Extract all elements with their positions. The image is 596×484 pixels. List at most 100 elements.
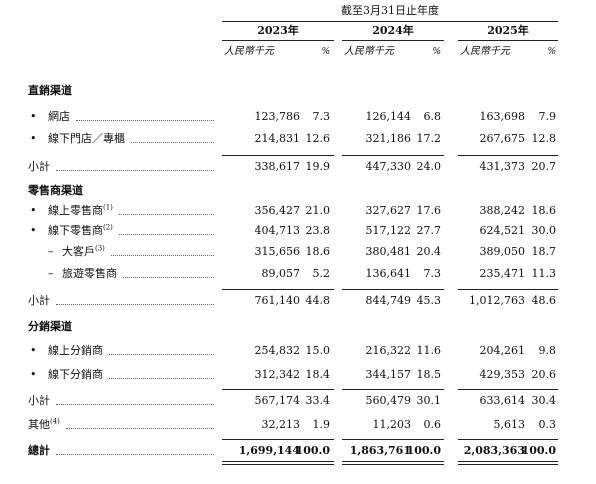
subtotal-rule	[222, 289, 334, 290]
amount-cell: 356,427	[254, 204, 301, 217]
dot-leader	[131, 142, 214, 143]
row-label: 大客戶(3)	[62, 245, 105, 259]
amount-cell: 1,012,763	[469, 294, 525, 307]
total-rule-top	[342, 439, 444, 440]
total-rule-top	[222, 439, 334, 440]
percent-cell: 9.8	[538, 344, 557, 357]
amount-cell: 235,471	[479, 267, 526, 280]
percent-cell: 18.6	[305, 245, 331, 258]
row-label-text: 旅遊零售商	[62, 267, 117, 280]
subtotal-label: 小計	[28, 394, 50, 408]
amount-cell: 844,749	[365, 294, 412, 307]
amount-cell: 344,157	[365, 368, 412, 381]
percent-cell: 7.3	[423, 267, 442, 280]
row-label: 線下門店／專櫃	[48, 132, 125, 146]
amount-cell: 321,186	[365, 132, 412, 145]
percent-cell: 33.4	[305, 394, 331, 407]
total-rule-double	[222, 461, 334, 465]
amount-cell: 126,144	[365, 110, 412, 123]
amount-cell: 204,261	[479, 344, 526, 357]
footnote-marker: (2)	[103, 223, 113, 232]
dot-leader	[56, 404, 214, 405]
subtotal-rule	[458, 155, 558, 156]
percent-cell: 6.8	[423, 110, 442, 123]
subtotal-rule	[342, 289, 444, 290]
total-label-text: 總計	[28, 444, 50, 457]
percent-cell: 17.2	[416, 132, 442, 145]
other-label-text: 其他	[28, 418, 50, 431]
amount-cell: 388,242	[479, 204, 526, 217]
row-label: 線下分銷商	[48, 368, 103, 382]
year-underline	[458, 40, 558, 41]
amount-cell: 633,614	[479, 394, 526, 407]
amount-cell: 267,675	[479, 132, 526, 145]
percent-cell: 11.6	[416, 344, 442, 357]
subtotal-rule	[458, 289, 558, 290]
subtotal-rule	[222, 155, 334, 156]
amount-cell: 517,122	[365, 224, 412, 237]
percent-cell: 18.4	[305, 368, 331, 381]
amount-cell: 2,083,363	[463, 444, 525, 457]
percent-cell: 1.9	[312, 418, 331, 431]
header-rule-top	[222, 21, 558, 22]
section-title: 直銷渠道	[28, 84, 72, 97]
dot-leader	[119, 214, 214, 215]
row-label: 線上零售商(1)	[48, 204, 113, 218]
amount-cell: 404,713	[254, 224, 301, 237]
amount-cell: 89,057	[261, 267, 301, 280]
percent-cell: 20.7	[531, 160, 557, 173]
row-label-text: 線上分銷商	[48, 344, 103, 357]
total-rule-top	[458, 439, 558, 440]
percent-cell: 12.6	[305, 132, 331, 145]
amount-cell: 327,627	[365, 204, 412, 217]
year-heading: 2023年	[257, 24, 299, 37]
dash-marker: –	[48, 267, 54, 280]
percent-cell: 21.0	[305, 204, 331, 217]
row-label: 網店	[48, 110, 70, 124]
amount-cell: 431,373	[479, 160, 526, 173]
percent-cell: 0.3	[538, 418, 557, 431]
percent-cell: 7.3	[312, 110, 331, 123]
footnote-marker: (3)	[95, 244, 105, 253]
amount-cell: 163,698	[479, 110, 526, 123]
percent-cell: 30.1	[416, 394, 442, 407]
period-heading: 截至3月31日止年度	[341, 4, 439, 17]
total-rule-double	[458, 461, 558, 465]
dot-leader	[56, 304, 214, 305]
dash-marker: –	[48, 245, 54, 258]
percent-cell: 17.6	[416, 204, 442, 217]
dot-leader	[123, 277, 214, 278]
dot-leader	[109, 378, 214, 379]
dot-leader	[56, 170, 214, 171]
percent-cell: 44.8	[305, 294, 331, 307]
amount-cell: 1,863,761	[349, 444, 411, 457]
dot-leader	[119, 234, 214, 235]
bullet-marker: •	[30, 344, 37, 357]
amount-cell: 11,203	[372, 418, 412, 431]
row-label: 線上分銷商	[48, 344, 103, 358]
amount-cell: 214,831	[254, 132, 301, 145]
percent-cell: 18.7	[531, 245, 557, 258]
amount-cell: 312,342	[254, 368, 301, 381]
percent-cell: 7.9	[538, 110, 557, 123]
row-label: 旅遊零售商	[62, 267, 117, 281]
amount-cell: 5,613	[493, 418, 526, 431]
percent-cell: 18.6	[531, 204, 557, 217]
amount-cell: 447,330	[365, 160, 412, 173]
amount-cell: 560,479	[365, 394, 412, 407]
percent-cell: 30.4	[531, 394, 557, 407]
unit-amount: 人民幣千元	[344, 46, 394, 57]
amount-cell: 1,699,144	[238, 444, 300, 457]
subtotal-rule	[342, 389, 444, 390]
subtotal-rule	[342, 155, 444, 156]
amount-cell: 567,174	[254, 394, 301, 407]
dot-leader	[109, 354, 214, 355]
row-label-text: 網店	[48, 110, 70, 123]
footnote-marker: (1)	[103, 203, 113, 212]
dot-leader	[111, 255, 214, 256]
bullet-marker: •	[30, 110, 37, 123]
subtotal-label: 小計	[28, 294, 50, 308]
row-label-text: 大客戶	[62, 245, 95, 258]
percent-cell: 18.5	[416, 368, 442, 381]
amount-cell: 380,481	[365, 245, 412, 258]
